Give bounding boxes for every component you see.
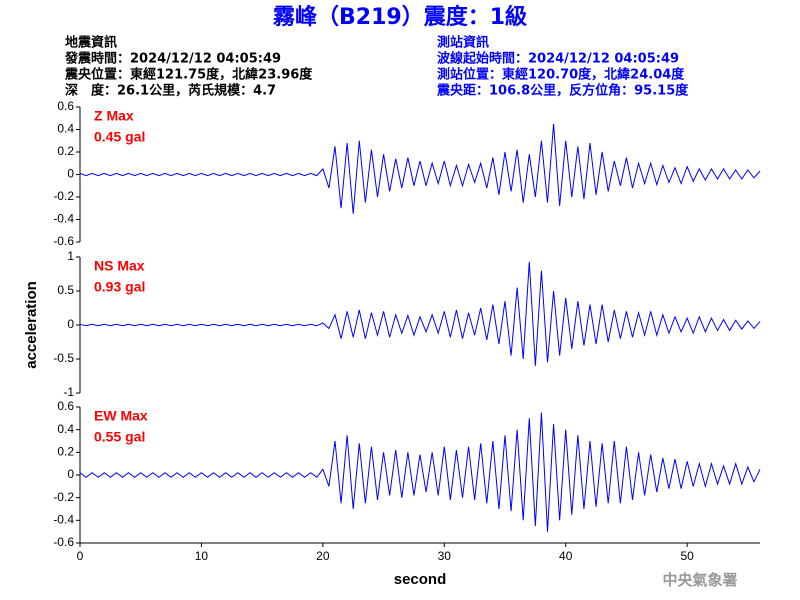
annotation: Z Max [94, 108, 134, 124]
x-tick-label: 50 [680, 549, 694, 563]
y-tick-label: -0.4 [53, 513, 74, 527]
x-tick-label: 30 [438, 549, 452, 563]
annotation: EW Max [94, 408, 148, 424]
y-tick-label: 0.5 [57, 283, 74, 297]
y-tick-label: 0.4 [57, 422, 74, 436]
y-tick-label: -1 [63, 385, 74, 399]
y-tick-label: 0.2 [57, 144, 74, 158]
annotation: 0.93 gal [94, 279, 145, 295]
y-tick-label: 0 [67, 467, 74, 481]
annotation: NS Max [94, 258, 145, 274]
logo: 中央氣象署 [662, 571, 737, 589]
y-tick-label: 0 [67, 167, 74, 181]
info-heading: 測站資訊 [437, 35, 489, 51]
x-tick-label: 20 [316, 549, 330, 563]
x-tick-label: 40 [559, 549, 573, 563]
annotation: 0.55 gal [94, 429, 145, 445]
y-tick-label: 1 [67, 249, 74, 263]
info-line: 測站位置：東經120.70度，北緯24.04度 [437, 67, 685, 83]
y-tick-label: -0.6 [53, 234, 74, 248]
y-tick-label: 0.4 [57, 122, 74, 136]
x-tick-label: 0 [77, 549, 84, 563]
info-heading: 地震資訊 [65, 35, 117, 51]
y-tick-label: 0 [67, 317, 74, 331]
y-tick-label: -0.6 [53, 535, 74, 549]
waveform [79, 261, 761, 366]
y-tick-label: -0.2 [53, 490, 74, 504]
y-tick-label: -0.4 [53, 212, 74, 226]
y-tick-label: -0.5 [53, 351, 74, 365]
y-axis-label: acceleration [23, 281, 40, 369]
annotation: 0.45 gal [94, 129, 145, 145]
info-line: 深 度：26.1公里，芮氏規模：4.7 [65, 83, 276, 99]
y-tick-label: -0.2 [53, 189, 74, 203]
y-tick-label: 0.6 [57, 99, 74, 113]
x-axis-label: second [394, 571, 447, 588]
chart-title: 霧峰（B219）震度：1級 [272, 4, 527, 30]
y-tick-label: 0.2 [57, 445, 74, 459]
info-line: 發震時間：2024/12/12 04:05:49 [64, 51, 281, 67]
info-line: 震央距：106.8公里，反方位角：95.15度 [436, 83, 689, 99]
waveform [79, 123, 761, 214]
x-tick-label: 10 [195, 549, 209, 563]
info-line: 震央位置：東經121.75度，北緯23.96度 [64, 67, 313, 83]
y-tick-label: 0.6 [57, 399, 74, 413]
info-line: 波線起始時間：2024/12/12 04:05:49 [437, 51, 679, 67]
waveform [79, 412, 761, 532]
